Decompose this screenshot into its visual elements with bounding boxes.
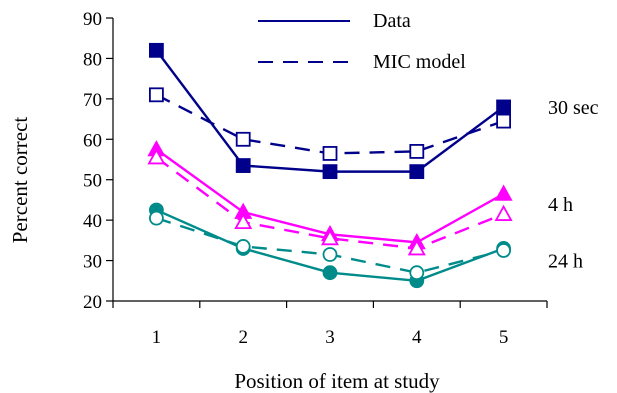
point-4h-model <box>234 212 253 230</box>
point-24h-model <box>235 239 251 254</box>
y-tick-label: 80 <box>83 49 102 70</box>
series-24h-model <box>148 210 512 281</box>
point-24h-model <box>148 210 164 226</box>
legend-data-label: Data <box>373 10 411 32</box>
x-tick-label: 4 <box>412 327 422 348</box>
y-tick-label: 60 <box>83 130 102 151</box>
point-30sec-model <box>148 87 164 103</box>
y-ticks: 20 30 40 50 60 70 80 90 <box>83 9 113 313</box>
series-30sec-data <box>148 42 512 180</box>
x-ticks: 1 2 3 4 5 <box>112 301 548 348</box>
x-tick-label: 5 <box>499 327 509 348</box>
point-24h-model <box>496 243 512 258</box>
point-4h-model <box>147 148 166 165</box>
x-tick-label: 3 <box>325 327 335 348</box>
y-axis-title: Percent correct <box>8 117 32 244</box>
point-30sec-model <box>496 113 512 129</box>
y-tick-label: 70 <box>83 90 102 111</box>
y-tick-label: 20 <box>83 292 102 313</box>
series-24h-data <box>148 202 512 289</box>
point-30sec-data <box>148 42 164 58</box>
point-4h-model <box>407 239 426 256</box>
point-30sec-data <box>322 164 338 180</box>
axes <box>112 18 547 302</box>
point-4h-data <box>494 184 513 201</box>
point-30sec-model <box>409 144 425 159</box>
point-24h-model <box>409 265 425 281</box>
condition-label-30sec: 30 sec <box>548 97 599 119</box>
point-30sec-data <box>409 164 425 180</box>
series-group <box>147 42 513 289</box>
series-30sec-model <box>148 87 512 161</box>
x-tick-label: 2 <box>238 327 248 348</box>
point-4h-model <box>320 229 340 246</box>
condition-labels: 30 sec 4 h 24 h <box>548 97 599 273</box>
condition-label-4h: 4 h <box>548 194 573 216</box>
point-30sec-model <box>322 146 338 161</box>
x-axis-title: Position of item at study <box>234 369 440 393</box>
y-tick-label: 30 <box>83 252 102 273</box>
point-30sec-model <box>235 131 251 147</box>
point-24h-model <box>322 247 338 262</box>
legend-model-label: MIC model <box>373 51 466 73</box>
y-tick-label: 40 <box>83 211 102 232</box>
point-24h-data <box>322 265 338 281</box>
legend: Data MIC model <box>258 10 466 73</box>
x-tick-label: 1 <box>152 327 162 348</box>
point-4h-model <box>494 204 513 221</box>
y-tick-label: 90 <box>83 9 102 30</box>
point-30sec-data <box>496 99 512 115</box>
point-30sec-data <box>235 158 251 173</box>
y-tick-label: 50 <box>83 171 102 192</box>
condition-label-24h: 24 h <box>548 251 583 273</box>
series-4h-model <box>147 148 513 256</box>
